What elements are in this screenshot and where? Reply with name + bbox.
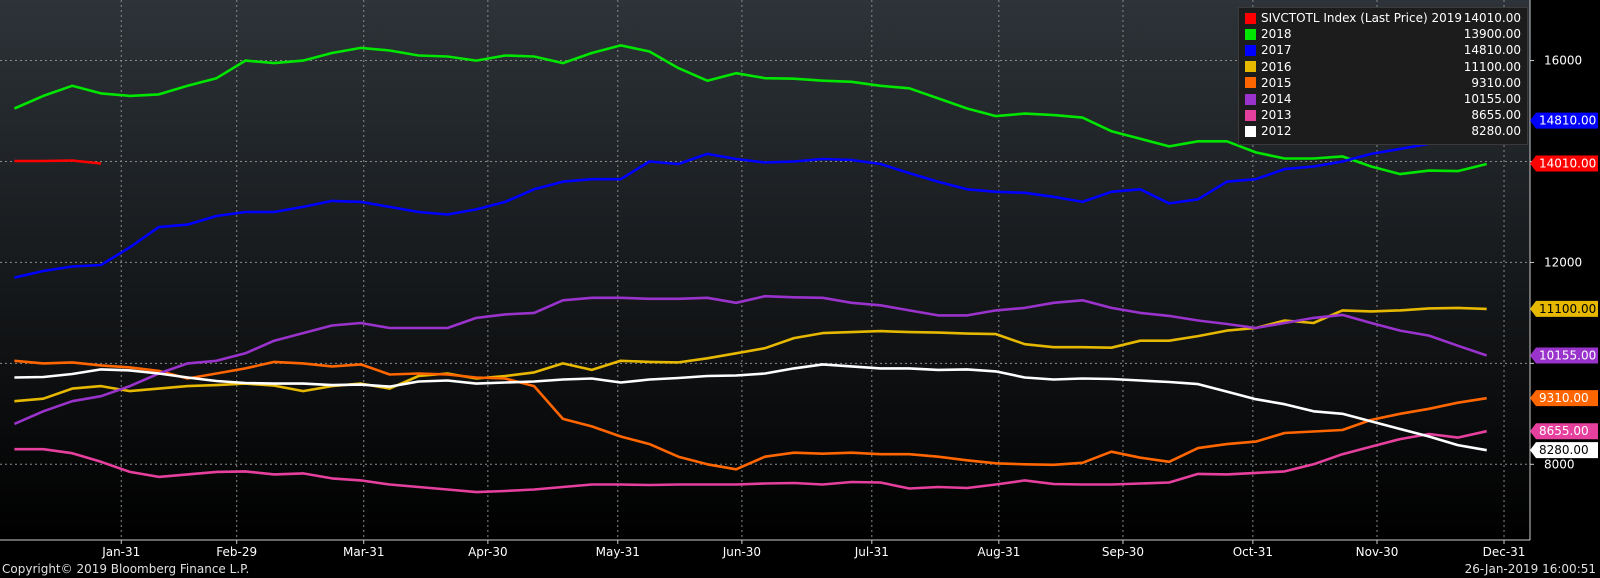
x-tick-label: Dec-31 <box>1483 545 1526 559</box>
legend-value: 8280.00 <box>1471 124 1521 139</box>
series-line <box>14 359 1487 471</box>
series-line <box>14 363 1487 452</box>
svg-text:14810.00: 14810.00 <box>1539 114 1596 128</box>
x-tick-label: Sep-30 <box>1102 545 1144 559</box>
x-tick-label: Mar-31 <box>343 545 384 559</box>
legend-label: 2018 <box>1261 27 1292 42</box>
legend-value: 14010.00 <box>1463 11 1521 26</box>
x-tick-label: Aug-31 <box>977 545 1020 559</box>
series-line <box>14 159 102 165</box>
legend-swatch <box>1245 44 1256 56</box>
last-value-label: 10155.00 <box>1530 347 1598 364</box>
legend-swatch <box>1245 109 1256 121</box>
svg-text:8655.00: 8655.00 <box>1539 424 1589 438</box>
legend-value: 11100.00 <box>1463 59 1521 74</box>
last-value-label: 11100.00 <box>1530 300 1598 317</box>
legend-label: 2013 <box>1261 108 1292 123</box>
svg-text:9310.00: 9310.00 <box>1539 391 1589 405</box>
legend-label: 2014 <box>1261 92 1292 107</box>
x-tick-label: Feb-29 <box>216 545 257 559</box>
legend-item: 2012 8280.00 <box>1245 123 1521 139</box>
legend-value: 14810.00 <box>1463 43 1521 58</box>
legend-item: 2013 8655.00 <box>1245 107 1521 123</box>
legend-label: 2015 <box>1261 75 1292 90</box>
legend-swatch <box>1245 12 1256 24</box>
last-value-label: 8280.00 <box>1530 442 1598 459</box>
y-tick-label: 16000 <box>1544 54 1582 68</box>
x-tick-label: Jul-31 <box>854 545 889 559</box>
svg-text:8280.00: 8280.00 <box>1539 443 1589 457</box>
legend-item: 2017 14810.00 <box>1245 42 1521 58</box>
legend-value: 13900.00 <box>1463 27 1521 42</box>
x-tick-label: May-31 <box>596 545 640 559</box>
series-line <box>13 294 1488 426</box>
legend-label: 2017 <box>1261 43 1292 58</box>
y-tick-label: 8000 <box>1544 457 1575 471</box>
legend: SIVCTOTL Index (Last Price) 2019 14010.00… <box>1238 7 1528 145</box>
axes: Jan-31 Feb-29 Mar-31 Apr-30 May-31 Jun-30 Jul-… <box>101 54 1582 559</box>
legend-label: 2012 <box>1261 124 1292 139</box>
legend-swatch <box>1245 77 1256 89</box>
legend-swatch <box>1245 28 1256 40</box>
legend-item: 2016 11100.00 <box>1245 59 1521 75</box>
svg-text:10155.00: 10155.00 <box>1539 349 1596 363</box>
last-value-label: 14010.00 <box>1530 155 1598 172</box>
x-tick-label: Apr-30 <box>468 545 508 559</box>
legend-label: SIVCTOTL Index (Last Price) 2019 <box>1261 11 1462 26</box>
svg-text:11100.00: 11100.00 <box>1539 302 1596 316</box>
x-tick-label: Oct-31 <box>1233 545 1273 559</box>
timestamp-text: 26-Jan-2019 16:00:51 <box>1464 562 1596 576</box>
legend-item: SIVCTOTL Index (Last Price) 2019 14010.00 <box>1245 10 1521 26</box>
series-line <box>14 429 1487 494</box>
x-tick-label: Jun-30 <box>722 545 761 559</box>
legend-swatch <box>1245 61 1256 73</box>
series-line <box>13 44 1488 176</box>
legend-item: 2014 10155.00 <box>1245 91 1521 107</box>
legend-value: 8655.00 <box>1471 108 1521 123</box>
last-value-label: 14810.00 <box>1530 112 1598 129</box>
last-value-label: 9310.00 <box>1530 390 1598 407</box>
legend-swatch <box>1245 125 1256 137</box>
series-lines <box>13 44 1488 494</box>
legend-item: 2015 9310.00 <box>1245 75 1521 91</box>
last-value-labels: 14810.00 11100.00 9310.00 10155.00 8655.00 82… <box>1530 112 1598 459</box>
series-line <box>14 119 1488 279</box>
svg-text:14010.00: 14010.00 <box>1539 157 1596 171</box>
legend-value: 9310.00 <box>1471 75 1521 90</box>
y-tick-label: 12000 <box>1544 255 1582 269</box>
legend-value: 10155.00 <box>1463 92 1521 107</box>
copyright-text: Copyright© 2019 Bloomberg Finance L.P. <box>2 562 250 576</box>
legend-label: 2016 <box>1261 59 1292 74</box>
legend-swatch <box>1245 93 1256 105</box>
legend-item: 2018 13900.00 <box>1245 26 1521 42</box>
last-value-label: 8655.00 <box>1530 423 1598 440</box>
x-tick-label: Jan-31 <box>101 545 140 559</box>
x-tick-label: Nov-30 <box>1356 545 1399 559</box>
